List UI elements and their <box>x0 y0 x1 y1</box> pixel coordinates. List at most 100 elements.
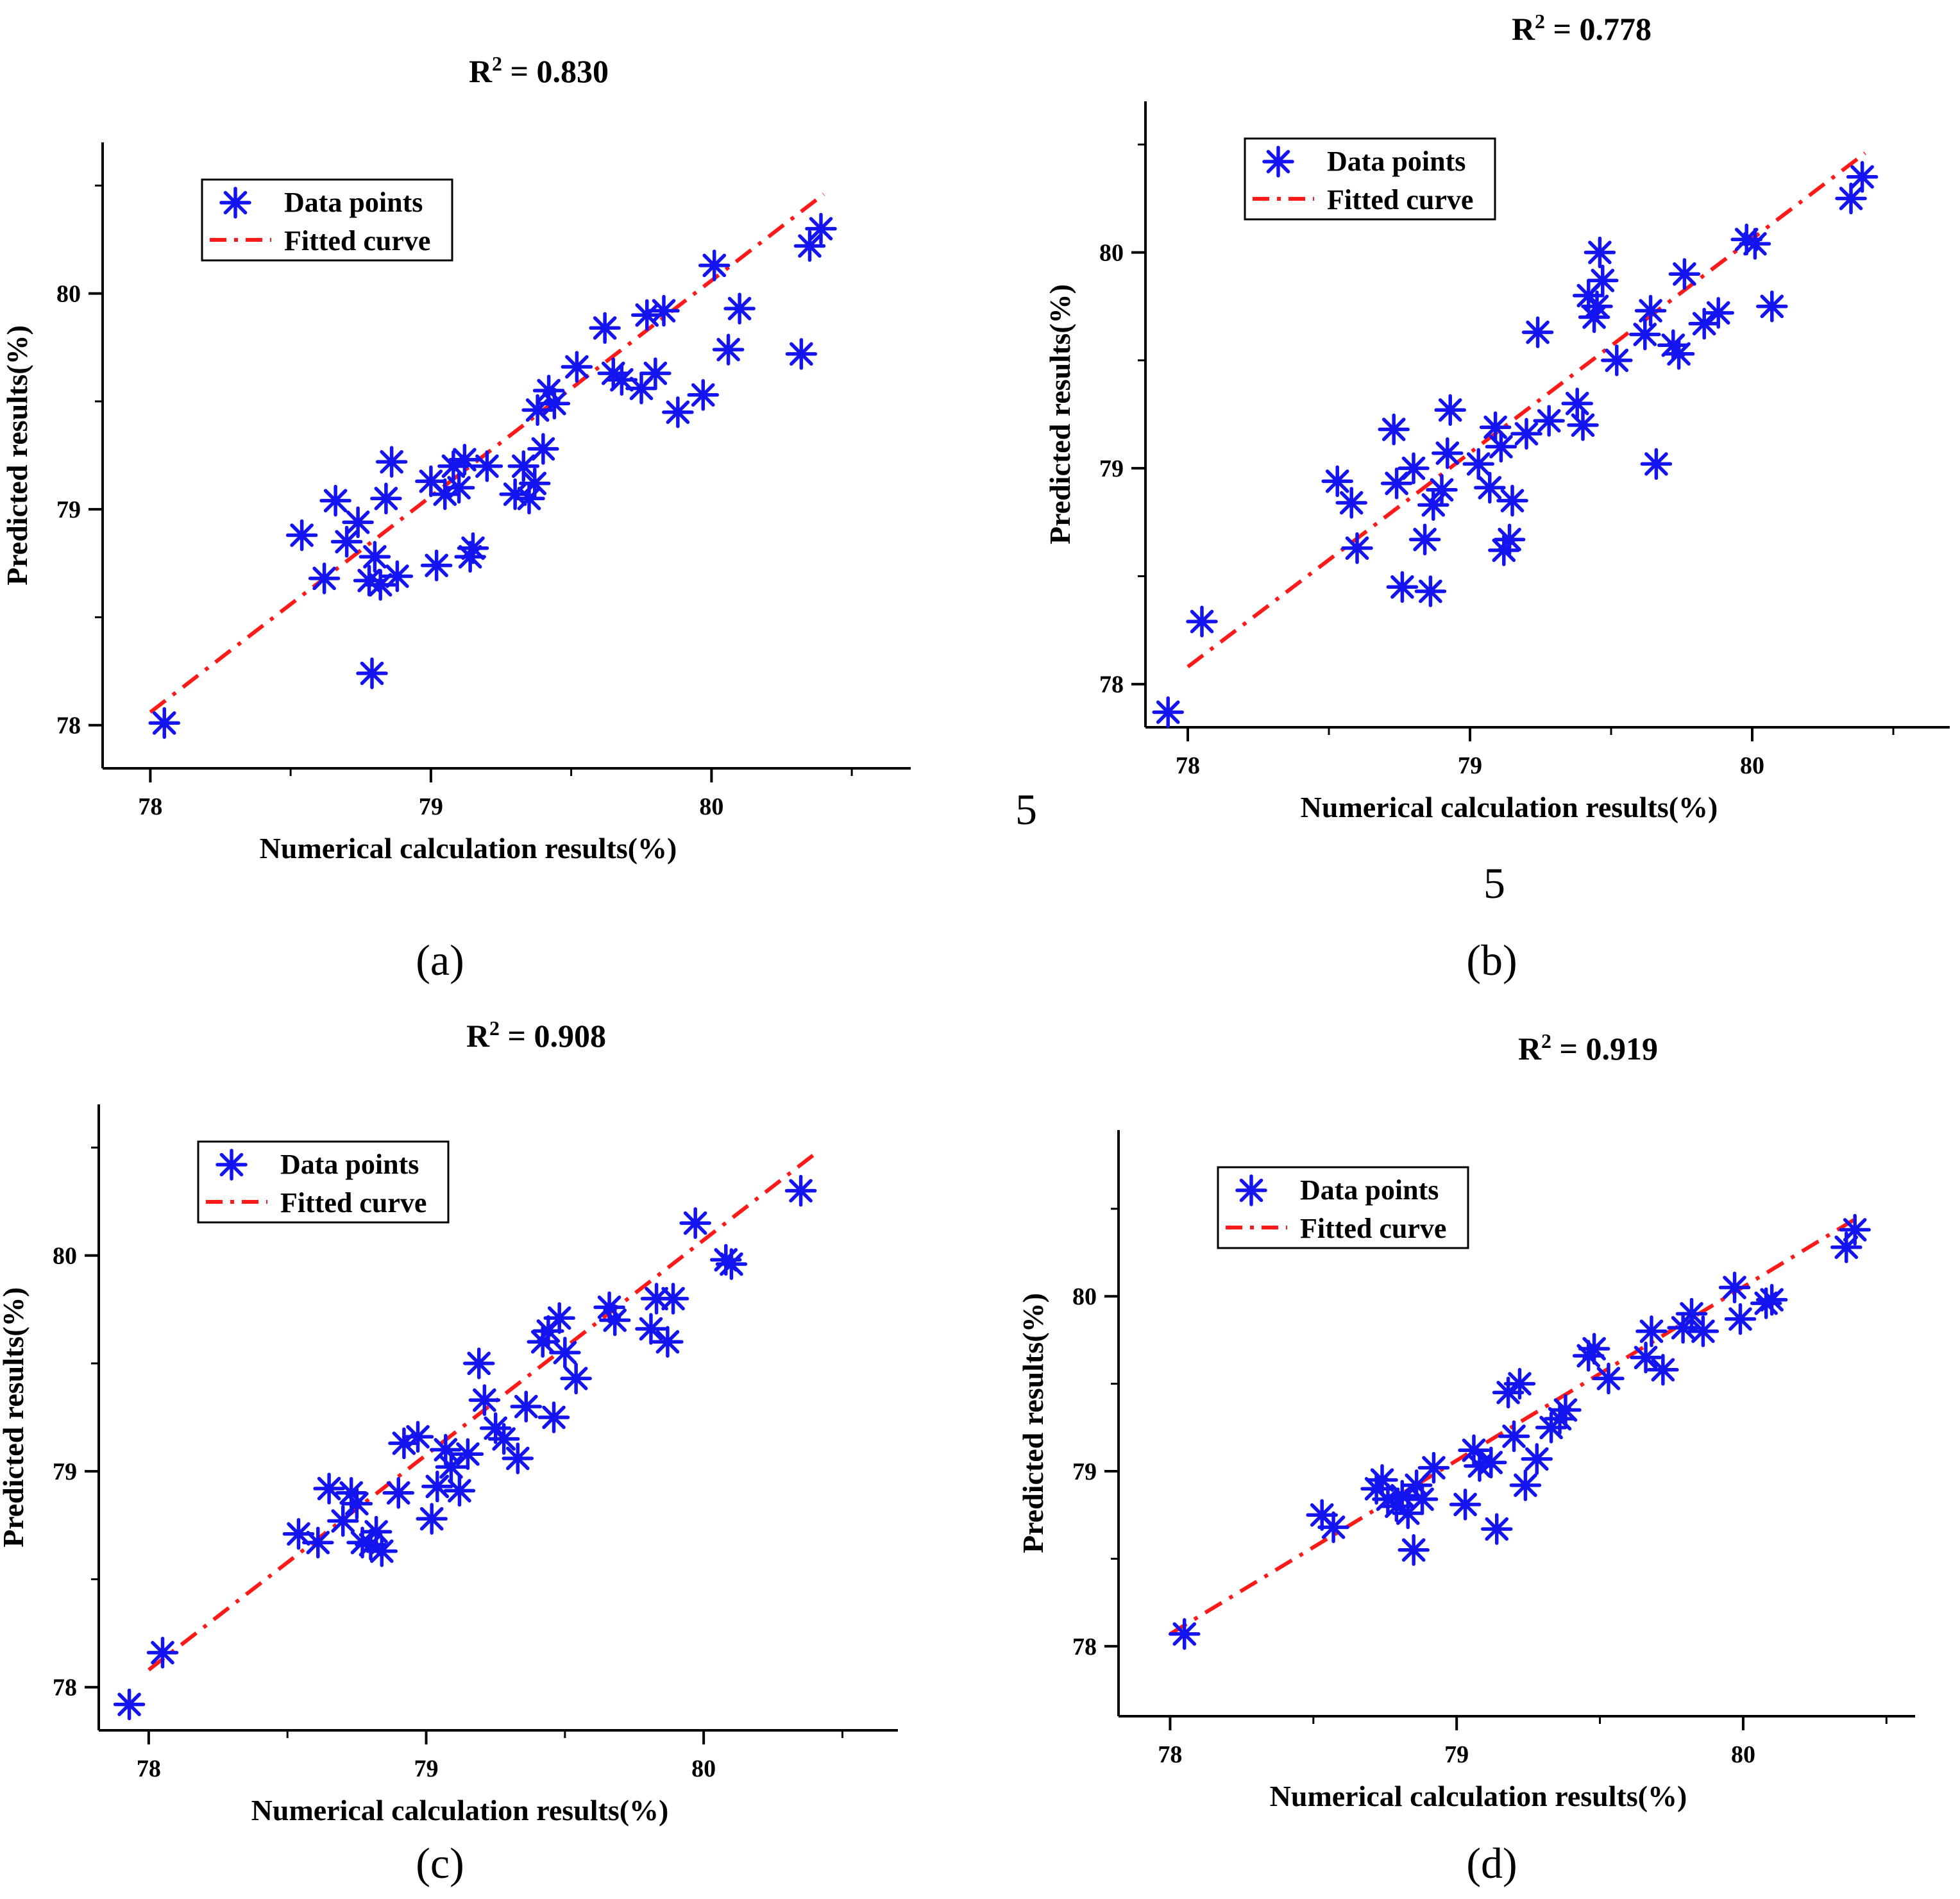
data-point <box>319 484 351 517</box>
data-point <box>538 387 571 419</box>
chart-panel-d: R2 = 0.919 78 79 80 78 79 80 Numerical calculat… <box>1017 1029 1915 1887</box>
data-point <box>1480 1513 1513 1545</box>
data-point <box>1521 316 1554 348</box>
chart-panel-a: R2 = 0.830 78 79 80 78 79 80 Numerical calculat… <box>1 52 911 984</box>
data-point <box>1567 409 1599 441</box>
data-point <box>1662 338 1695 370</box>
data-point <box>635 1313 667 1345</box>
data-point <box>1601 344 1633 376</box>
data-point <box>1724 1303 1757 1335</box>
chart-title: R2 = 0.778 <box>1512 10 1652 47</box>
data-point <box>381 560 414 593</box>
y-tick-label: 80 <box>53 1243 77 1270</box>
legend-marker-data-points <box>215 1149 248 1181</box>
data-point <box>1498 1420 1530 1453</box>
data-point <box>785 338 818 370</box>
y-tick-label: 80 <box>1072 1283 1097 1310</box>
legend-label-data-points: Data points <box>280 1149 419 1180</box>
x-tick-label: 80 <box>691 1755 716 1782</box>
data-point <box>805 212 837 245</box>
data-point <box>1474 471 1506 504</box>
data-point <box>308 562 341 595</box>
data-point <box>382 1477 414 1509</box>
data-point <box>1533 405 1565 437</box>
data-point <box>561 351 593 383</box>
data-point <box>1581 290 1613 323</box>
data-point <box>443 471 475 504</box>
data-point <box>589 312 621 344</box>
data-point <box>1561 387 1593 419</box>
data-point <box>1366 1464 1398 1496</box>
data-point <box>1408 523 1441 555</box>
data-point <box>1493 523 1526 555</box>
data-point <box>1398 452 1430 484</box>
data-point <box>360 1515 393 1548</box>
data-point <box>313 1473 345 1505</box>
y-tick-label: 80 <box>1099 240 1124 267</box>
y-tick-label: 78 <box>53 1675 77 1701</box>
data-point <box>712 333 745 366</box>
data-point <box>1640 448 1673 480</box>
data-point <box>302 1526 334 1558</box>
data-point <box>1587 264 1619 297</box>
legend-label-data-points: Data points <box>284 187 423 218</box>
data-point <box>146 1637 179 1669</box>
data-point <box>113 1688 146 1721</box>
fitted-curve-line <box>148 1152 816 1672</box>
data-point <box>282 1517 315 1550</box>
data-point <box>1503 1367 1536 1400</box>
y-tick-label: 78 <box>1072 1633 1097 1660</box>
legend: Data points Fitted curve <box>1217 1166 1469 1249</box>
data-point <box>1835 182 1867 215</box>
data-point <box>1550 1394 1582 1426</box>
data-point <box>1432 437 1464 469</box>
data-point <box>1186 605 1218 637</box>
data-point <box>687 379 719 411</box>
x-tick-label: 80 <box>1740 752 1764 779</box>
data-point <box>502 1442 534 1474</box>
data-point <box>401 1421 434 1453</box>
data-point <box>648 294 680 327</box>
legend: Data points Fitted curve <box>201 178 453 262</box>
data-point <box>1634 294 1667 327</box>
data-point <box>1321 465 1353 498</box>
data-point <box>1462 448 1494 480</box>
data-point <box>1398 1534 1430 1566</box>
y-tick-label: 79 <box>1099 455 1124 482</box>
data-point <box>519 468 551 500</box>
data-point <box>341 1487 373 1520</box>
data-point <box>1485 430 1517 463</box>
data-point <box>679 1207 711 1239</box>
stray-mark-left: 5 <box>1015 785 1037 834</box>
chart-title: R2 = 0.908 <box>466 1017 606 1054</box>
data-point <box>507 450 539 482</box>
data-point <box>1846 161 1879 193</box>
x-tick-label: 79 <box>414 1755 439 1782</box>
panel-caption: (c) <box>416 1839 464 1887</box>
data-point <box>285 519 318 552</box>
data-point <box>1839 1213 1871 1246</box>
data-point <box>356 657 388 689</box>
data-point <box>698 249 731 282</box>
data-point <box>1317 1511 1349 1544</box>
legend-label-data-points: Data points <box>1300 1174 1439 1206</box>
data-point <box>1426 474 1458 506</box>
data-point <box>452 1438 484 1470</box>
data-point <box>1492 1376 1525 1409</box>
data-point <box>1378 413 1410 446</box>
data-point <box>359 541 391 573</box>
data-point <box>471 450 503 482</box>
data-point <box>375 446 408 478</box>
x-tick-label: 78 <box>138 793 162 820</box>
legend: Data points Fitted curve <box>1244 137 1496 221</box>
fitted-curve-line <box>1187 151 1866 669</box>
data-point <box>1152 696 1184 729</box>
legend-box <box>197 1140 450 1224</box>
data-point <box>448 443 481 476</box>
chart-panel-c: R2 = 0.908 78 79 80 78 79 80 Numerical calculat… <box>0 1017 898 1887</box>
y-tick-label: 78 <box>56 713 81 739</box>
y-axis-label: Predicted results(%) <box>1 325 33 586</box>
data-point <box>1521 1443 1553 1475</box>
data-point <box>420 549 453 582</box>
